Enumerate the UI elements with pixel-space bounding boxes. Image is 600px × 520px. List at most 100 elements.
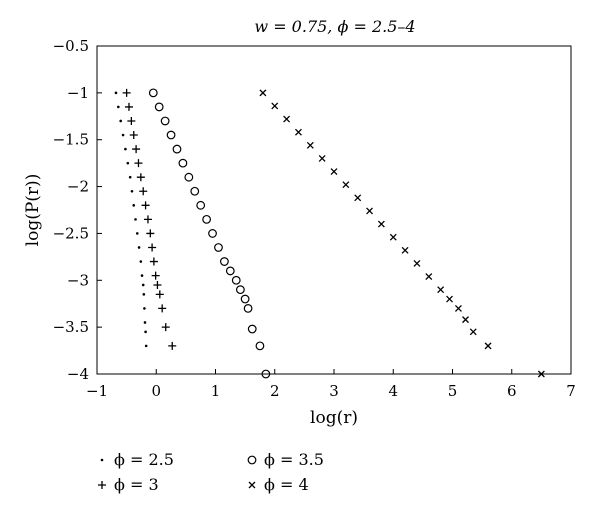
legend: ϕ = 2.5 ϕ = 3 ϕ = 3.5 ϕ = 4	[98, 450, 324, 494]
data-point	[134, 159, 143, 168]
series-4	[259, 89, 545, 378]
data-point	[124, 102, 133, 111]
data-point	[462, 316, 469, 324]
data-point	[117, 105, 120, 109]
data-point	[141, 201, 150, 210]
series-1	[114, 91, 148, 348]
data-point	[446, 295, 453, 303]
x-tick-label: 7	[566, 382, 576, 400]
x-tick-label: 2	[270, 382, 280, 400]
data-point	[184, 172, 194, 182]
x-tick-label: 5	[448, 382, 458, 400]
legend-item: ϕ = 3.5	[247, 450, 324, 469]
data-point	[143, 215, 152, 224]
data-point	[121, 133, 125, 137]
data-point	[342, 181, 350, 189]
data-point	[143, 321, 147, 324]
data-point	[148, 88, 158, 98]
series-3	[148, 88, 271, 379]
data-point	[255, 341, 265, 351]
data-point	[294, 128, 302, 136]
data-point	[190, 186, 200, 196]
data-point	[259, 89, 267, 97]
y-tick-label: −0.5	[53, 37, 89, 55]
data-point	[155, 290, 164, 299]
data-point	[114, 91, 118, 95]
legend-item: ϕ = 3	[98, 475, 159, 494]
data-point	[208, 229, 217, 238]
y-tick-label: −3	[67, 271, 89, 289]
data-point	[330, 168, 338, 176]
legend-label: ϕ = 3	[114, 475, 159, 494]
data-point	[214, 243, 223, 252]
data-point	[144, 330, 147, 334]
data-point	[243, 304, 253, 313]
data-point	[149, 257, 158, 266]
data-point	[136, 173, 145, 182]
data-point	[140, 274, 144, 277]
data-point	[141, 283, 145, 287]
y-axis-ticks: −0.5 −1 −1.5 −2 −2.5 −3 −3.5 −4	[53, 37, 102, 383]
data-point	[484, 342, 492, 350]
data-point	[454, 304, 462, 312]
x-tick-label: 1	[211, 382, 221, 400]
data-point	[154, 102, 164, 112]
data-point	[178, 158, 188, 168]
data-point	[202, 214, 212, 224]
y-tick-label: −4	[67, 365, 89, 383]
data-point	[161, 323, 170, 332]
data-point	[128, 175, 132, 179]
series-2	[122, 88, 177, 350]
data-points	[114, 88, 545, 379]
legend-label: ϕ = 3.5	[264, 450, 324, 469]
data-point	[151, 271, 160, 280]
data-point	[318, 154, 326, 162]
data-point	[146, 229, 155, 238]
data-point	[132, 204, 136, 207]
data-point	[306, 141, 314, 149]
legend-item: ϕ = 2.5	[100, 450, 174, 469]
data-point	[134, 218, 137, 221]
data-point	[124, 147, 127, 151]
data-point	[129, 131, 138, 140]
data-point	[240, 294, 250, 304]
data-point	[143, 307, 146, 310]
x-tick-label: 0	[151, 382, 161, 400]
x-tick-label: 4	[388, 382, 398, 400]
y-axis-label: log(P(r))	[23, 174, 43, 247]
data-point	[135, 232, 139, 235]
data-point	[160, 116, 170, 126]
data-point	[354, 194, 362, 202]
y-tick-label: −2.5	[53, 224, 89, 242]
data-point	[425, 273, 433, 280]
data-point	[126, 161, 130, 165]
data-point	[377, 220, 385, 228]
data-point	[537, 370, 545, 378]
plot-frame	[96, 45, 572, 375]
legend-label: ϕ = 2.5	[114, 450, 174, 469]
data-point	[119, 119, 122, 123]
data-point	[139, 187, 148, 196]
data-point	[389, 233, 397, 241]
y-tick-label: −2	[67, 178, 89, 196]
data-point	[139, 260, 143, 263]
data-point	[137, 246, 141, 249]
data-point	[122, 88, 131, 97]
data-point	[130, 189, 134, 193]
data-point	[168, 341, 177, 350]
data-point	[158, 304, 167, 313]
data-point	[172, 144, 182, 154]
x-tick-label: 3	[329, 382, 339, 400]
data-point	[413, 259, 421, 267]
y-tick-label: −1.5	[53, 131, 89, 149]
data-point	[231, 275, 241, 285]
legend-item: ϕ = 4	[248, 475, 309, 494]
data-point	[219, 257, 229, 266]
data-point	[437, 286, 445, 294]
data-point	[196, 200, 206, 210]
data-point	[271, 102, 279, 110]
data-point	[144, 344, 148, 348]
x-tick-label: −1	[86, 382, 108, 400]
data-point	[132, 145, 141, 154]
